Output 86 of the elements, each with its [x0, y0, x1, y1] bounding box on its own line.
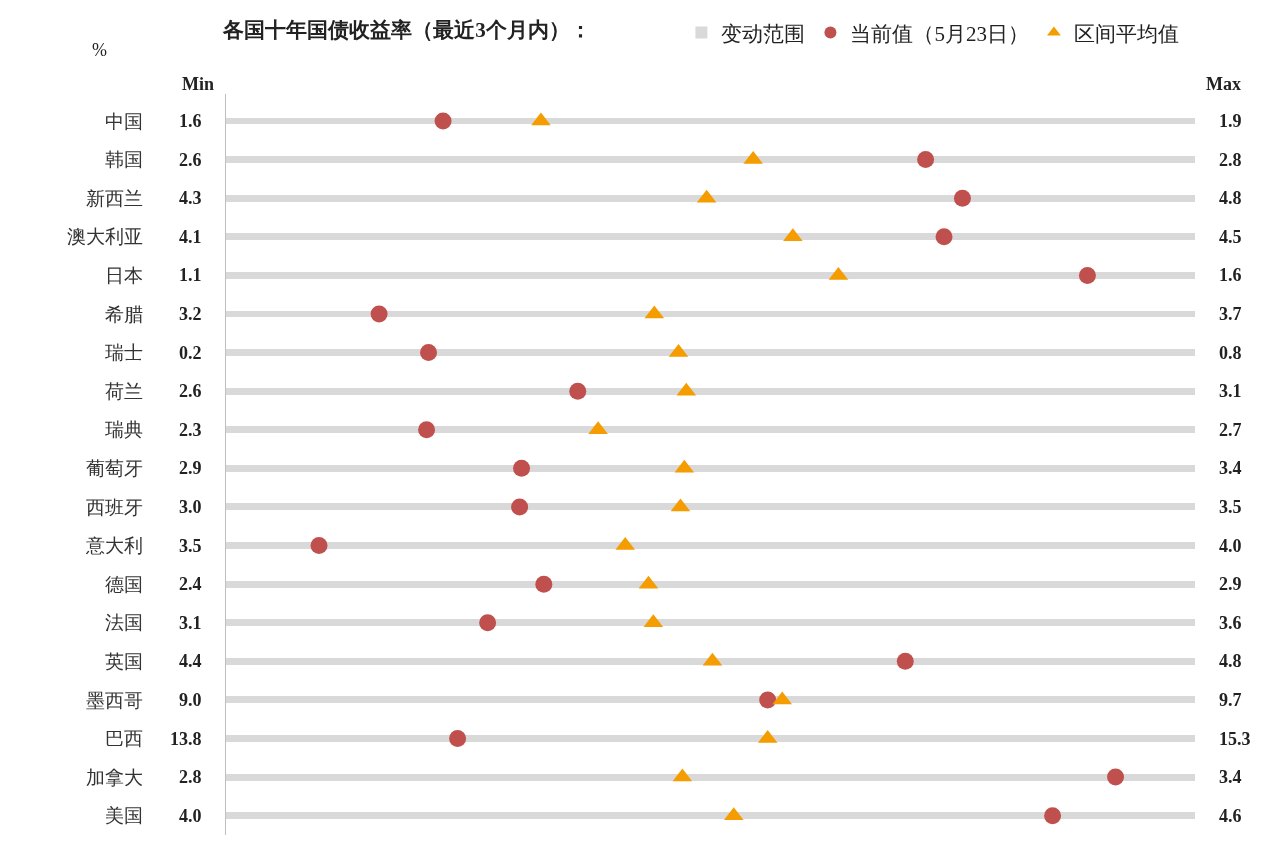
text: 4.8 [1219, 188, 1242, 208]
point [1078, 266, 1096, 284]
point [535, 575, 553, 593]
y-tick-label: 希腊 [105, 303, 144, 325]
text: 3.4 [1219, 767, 1242, 787]
text: 9.0 [179, 690, 202, 710]
text: 4.1 [179, 227, 202, 247]
y-tick-label: 英国 [105, 650, 144, 672]
text: 2.3 [179, 420, 202, 440]
y-tick-label: 巴西 [105, 728, 144, 750]
text: 3.6 [1219, 613, 1242, 633]
y-tick-label: 意大利 [85, 535, 144, 557]
text: 2.9 [1219, 574, 1242, 594]
point [511, 498, 529, 516]
point [953, 189, 971, 207]
text: 4.3 [179, 188, 202, 208]
text: 4.4 [179, 651, 202, 671]
y-tick-label: 中国 [105, 110, 144, 132]
legend-label: 变动范围 [721, 21, 806, 46]
text: 9.7 [1219, 690, 1242, 710]
y-tick-label: 葡萄牙 [86, 458, 144, 480]
y-tick-label: 日本 [105, 265, 144, 287]
point [783, 228, 803, 242]
text: Min [182, 74, 215, 94]
chart-title: 各国十年国债收益率（最近3个月内）： [222, 18, 591, 43]
y-tick-label: 西班牙 [86, 496, 144, 518]
text: 1.1 [179, 265, 202, 285]
text: 3.7 [1219, 304, 1242, 324]
text: 4.6 [1219, 806, 1242, 826]
point [588, 421, 608, 435]
point [479, 614, 497, 632]
point [513, 459, 531, 477]
point [935, 228, 953, 246]
text: 2.4 [179, 574, 202, 594]
text: 3.1 [179, 613, 202, 633]
y-tick-label: 墨西哥 [86, 689, 144, 711]
text: 2.9 [179, 458, 202, 478]
y-tick-label: 瑞士 [105, 342, 144, 364]
text: 0.2 [179, 343, 202, 363]
legend-label: 当前值（5月23日） [850, 21, 1029, 46]
point [449, 730, 467, 748]
text: 1.6 [1219, 265, 1242, 285]
text: 3.5 [179, 536, 202, 556]
point [1044, 807, 1062, 825]
point [917, 151, 935, 169]
y-tick-label: 法国 [105, 612, 144, 634]
text: 3.0 [179, 497, 202, 517]
text: Max [1206, 74, 1241, 94]
text: 3.2 [179, 304, 202, 324]
legend-label: 区间平均值 [1073, 21, 1179, 46]
point [531, 112, 551, 126]
text: 4.0 [1219, 536, 1242, 556]
point [896, 652, 914, 670]
y-tick-label: 德国 [105, 573, 144, 595]
text: 2.6 [179, 381, 202, 401]
text: 4.8 [1219, 651, 1242, 671]
text: % [92, 40, 107, 60]
point [759, 691, 777, 709]
point [569, 382, 587, 400]
y-tick-label: 韩国 [105, 149, 144, 171]
point [370, 305, 388, 323]
text: 0.8 [1219, 343, 1242, 363]
text: 1.9 [1219, 111, 1242, 131]
y-tick-label: 瑞典 [105, 419, 144, 441]
text: 2.6 [179, 150, 202, 170]
text: 3.5 [1219, 497, 1242, 517]
point [420, 344, 438, 362]
point [418, 421, 436, 439]
point [434, 112, 452, 130]
point [1107, 768, 1125, 786]
text: 4.5 [1219, 227, 1242, 247]
text: 2.8 [1219, 150, 1242, 170]
text: 2.8 [179, 767, 202, 787]
text: 3.4 [1219, 458, 1242, 478]
y-tick-label: 美国 [105, 805, 144, 827]
text: 3.1 [1219, 381, 1242, 401]
text: 4.0 [179, 806, 202, 826]
y-tick-label: 加拿大 [86, 766, 144, 788]
text: 15.3 [1219, 729, 1251, 749]
text: 13.8 [170, 729, 202, 749]
point [310, 537, 328, 555]
y-tick-label: 新西兰 [86, 187, 144, 209]
y-tick-label: 荷兰 [105, 380, 144, 402]
text: 1.6 [179, 111, 202, 131]
y-tick-label: 澳大利亚 [67, 226, 144, 248]
text: 2.7 [1219, 420, 1242, 440]
